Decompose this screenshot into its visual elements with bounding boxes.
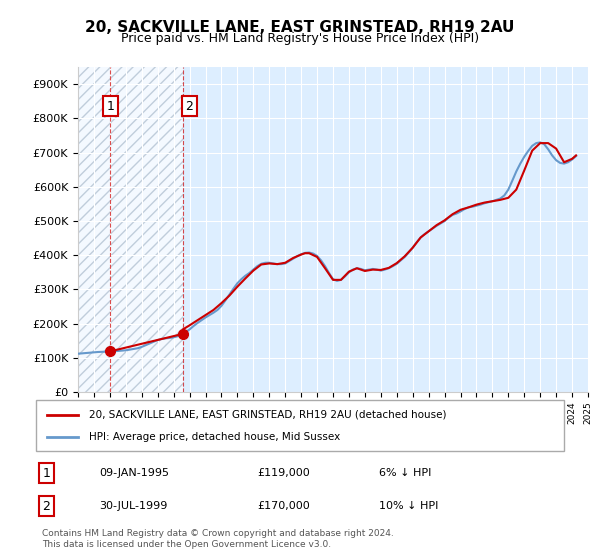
Text: £170,000: £170,000 bbox=[258, 501, 311, 511]
Text: £119,000: £119,000 bbox=[258, 468, 311, 478]
Text: 30-JUL-1999: 30-JUL-1999 bbox=[100, 501, 168, 511]
Text: 1: 1 bbox=[106, 100, 114, 113]
Text: 09-JAN-1995: 09-JAN-1995 bbox=[100, 468, 169, 478]
Bar bbox=[78, 67, 110, 392]
Text: 20, SACKVILLE LANE, EAST GRINSTEAD, RH19 2AU: 20, SACKVILLE LANE, EAST GRINSTEAD, RH19… bbox=[85, 20, 515, 35]
Text: 1: 1 bbox=[43, 466, 50, 480]
Text: Price paid vs. HM Land Registry's House Price Index (HPI): Price paid vs. HM Land Registry's House … bbox=[121, 32, 479, 45]
Text: 2: 2 bbox=[43, 500, 50, 512]
Text: 20, SACKVILLE LANE, EAST GRINSTEAD, RH19 2AU (detached house): 20, SACKVILLE LANE, EAST GRINSTEAD, RH19… bbox=[89, 409, 446, 419]
Text: Contains HM Land Registry data © Crown copyright and database right 2024.
This d: Contains HM Land Registry data © Crown c… bbox=[42, 529, 394, 549]
Text: 2: 2 bbox=[185, 100, 193, 113]
Text: HPI: Average price, detached house, Mid Sussex: HPI: Average price, detached house, Mid … bbox=[89, 432, 340, 442]
Text: 6% ↓ HPI: 6% ↓ HPI bbox=[379, 468, 431, 478]
Text: 10% ↓ HPI: 10% ↓ HPI bbox=[379, 501, 439, 511]
FancyBboxPatch shape bbox=[36, 400, 564, 451]
Bar bbox=[110, 67, 183, 392]
